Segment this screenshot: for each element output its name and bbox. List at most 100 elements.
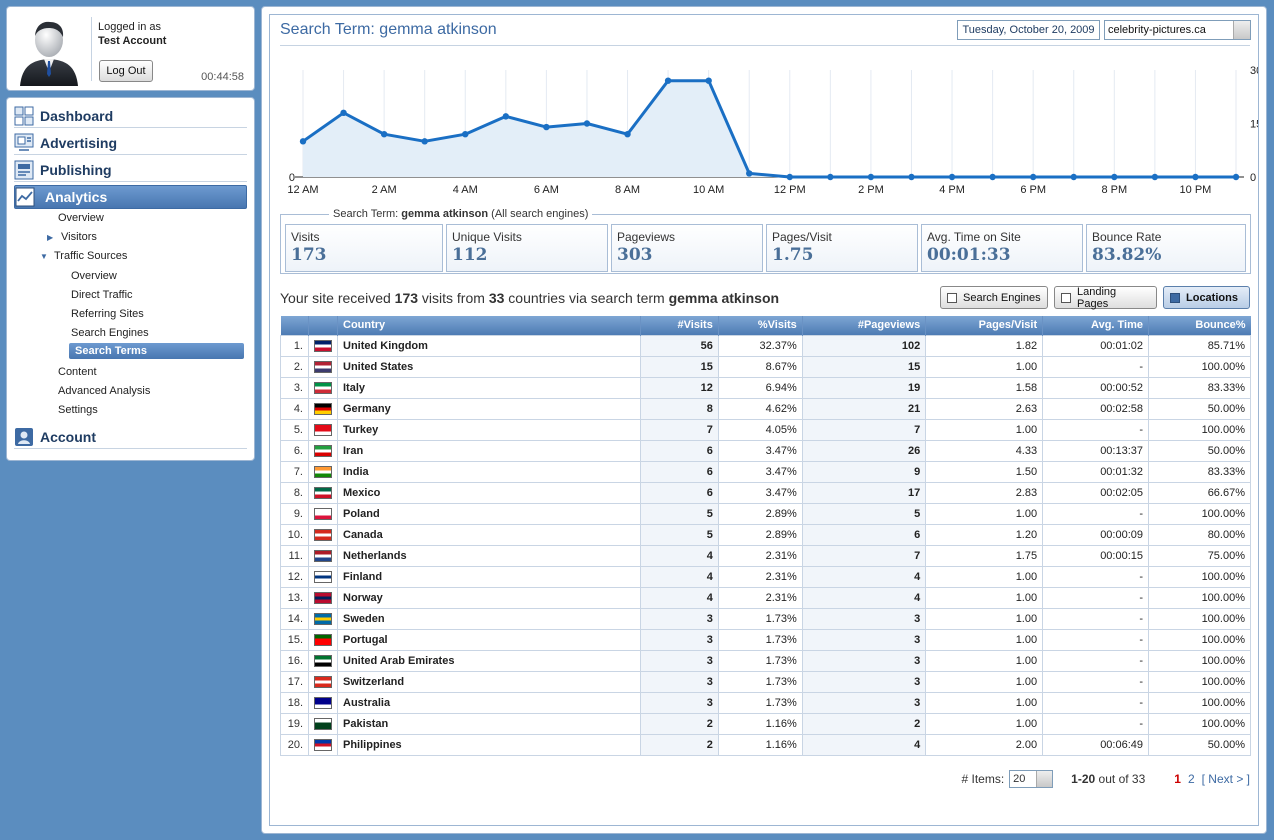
- table-row[interactable]: 3. Italy 12 6.94% 19 1.58 00:00:52 83.33%: [280, 376, 1251, 399]
- chart-point[interactable]: [908, 173, 915, 181]
- stat-label: Pageviews: [617, 230, 676, 244]
- items-per-page-select[interactable]: 20: [1009, 770, 1054, 788]
- table-row[interactable]: 5. Turkey 7 4.05% 7 1.00-100.00%: [280, 418, 1251, 441]
- chart-point[interactable]: [299, 138, 307, 145]
- country-flag-icon: [314, 444, 332, 457]
- chart-point[interactable]: [1232, 173, 1240, 181]
- chart-point[interactable]: [340, 109, 347, 116]
- nav-dashboard[interactable]: Dashboard: [14, 104, 247, 128]
- visits-chart: 12 AM 2 AM 4 AM 6 AM 8 AM 10 AM 12 PM 2 PM 4 PM 6…: [287, 65, 1258, 196]
- nav-advertising[interactable]: Advertising: [14, 131, 247, 155]
- table-row[interactable]: 13. Norway 4 2.31% 4 1.00-100.00%: [280, 586, 1251, 609]
- nav-visitors[interactable]: ▶ Visitors: [47, 229, 97, 245]
- nav-account[interactable]: Account: [14, 425, 247, 449]
- nav-search-engines[interactable]: Search Engines: [71, 327, 149, 339]
- x-tick-label: 6 AM: [534, 184, 559, 196]
- cell-bounce: 100.00%: [1148, 418, 1251, 441]
- cell-pages-per-visit: 1.00: [925, 691, 1044, 714]
- summary-legend-prefix: Search Term:: [333, 208, 399, 220]
- next-page-link[interactable]: [ Next > ]: [1201, 772, 1250, 786]
- col-pageviews[interactable]: #Pageviews: [802, 316, 927, 335]
- chart-point[interactable]: [827, 173, 834, 181]
- landing-pages-button[interactable]: Landing Pages: [1054, 286, 1157, 310]
- site-select[interactable]: celebrity-pictures.ca: [1104, 20, 1251, 40]
- nav-analytics-overview[interactable]: Overview: [58, 212, 104, 224]
- main-navigation: Dashboard Advertising Publishing Analyti…: [6, 97, 255, 461]
- table-row[interactable]: 18. Australia 3 1.73% 3 1.00-100.00%: [280, 691, 1251, 714]
- search-engines-button[interactable]: Search Engines: [940, 286, 1048, 309]
- table-row[interactable]: 7. India 6 3.47% 9 1.50 00:01:32 83.33%: [280, 460, 1251, 483]
- col-country[interactable]: Country: [337, 316, 641, 335]
- nav-referring-sites[interactable]: Referring Sites: [71, 308, 144, 320]
- table-row[interactable]: 15. Portugal 3 1.73% 3 1.00-100.00%: [280, 628, 1251, 651]
- table-row[interactable]: 19. Pakistan 2 1.16% 2 1.00-100.00%: [280, 712, 1251, 735]
- chart-point[interactable]: [1192, 173, 1199, 181]
- chart-point[interactable]: [421, 138, 428, 145]
- y-tick-label-left: 0: [289, 172, 295, 184]
- nav-direct-traffic[interactable]: Direct Traffic: [71, 289, 133, 301]
- col-visits[interactable]: #Visits: [640, 316, 719, 335]
- country-flag-icon: [314, 528, 332, 541]
- table-row[interactable]: 8. Mexico 6 3.47% 17 2.83 00:02:05 66.67%: [280, 481, 1251, 504]
- cell-bounce: 50.00%: [1148, 733, 1251, 756]
- chart-point[interactable]: [1070, 173, 1077, 181]
- table-row[interactable]: 17. Switzerland 3 1.73% 3 1.00-100.00%: [280, 670, 1251, 693]
- chart-point[interactable]: [1111, 173, 1118, 181]
- chart-point[interactable]: [624, 131, 631, 138]
- table-row[interactable]: 9. Poland 5 2.89% 5 1.00-100.00%: [280, 502, 1251, 525]
- table-row[interactable]: 1. United Kingdom 56 32.37% 102 1.82 00:01:02 8…: [280, 334, 1251, 357]
- chart-points: [299, 77, 1240, 181]
- chart-point[interactable]: [664, 77, 672, 84]
- page-2-link[interactable]: 2: [1187, 772, 1195, 786]
- checkbox-checked-icon: [1170, 292, 1180, 303]
- cell-visits: 8: [640, 397, 719, 420]
- nav-traffic-overview[interactable]: Overview: [71, 270, 117, 282]
- chart-point[interactable]: [462, 131, 469, 138]
- cell-pages-per-visit: 1.00: [925, 355, 1044, 378]
- table-row[interactable]: 4. Germany 8 4.62% 21 2.63 00:02:58 50.00%: [280, 397, 1251, 420]
- nav-advanced-analysis[interactable]: Advanced Analysis: [58, 385, 151, 397]
- dropdown-arrow-icon: [1036, 771, 1053, 787]
- chart-point[interactable]: [1029, 173, 1037, 181]
- chart-point[interactable]: [867, 173, 875, 181]
- table-row[interactable]: 6. Iran 6 3.47% 26 4.33 00:13:37 50.00%: [280, 439, 1251, 462]
- cell-country: Canada: [337, 523, 641, 546]
- table-row[interactable]: 20. Philippines 2 1.16% 4 2.00 00:06:49 50.00%: [280, 733, 1251, 756]
- cell-flag: [308, 418, 338, 441]
- chart-point[interactable]: [543, 123, 550, 131]
- chart-point[interactable]: [502, 113, 510, 120]
- nav-content[interactable]: Content: [58, 366, 97, 378]
- nav-settings[interactable]: Settings: [58, 404, 98, 416]
- col-pages-per-visit[interactable]: Pages/Visit: [925, 316, 1044, 335]
- locations-button[interactable]: Locations: [1163, 286, 1250, 309]
- chart-point[interactable]: [705, 77, 712, 84]
- chart-point[interactable]: [746, 170, 753, 177]
- stat-pageviews: Pageviews 303: [611, 224, 763, 272]
- nav-analytics[interactable]: Analytics: [14, 185, 247, 209]
- col-pct-visits[interactable]: %Visits: [718, 316, 803, 335]
- col-bounce[interactable]: Bounce%: [1148, 316, 1251, 335]
- date-picker[interactable]: Tuesday, October 20, 2009: [957, 20, 1100, 40]
- chart-point[interactable]: [583, 120, 591, 127]
- chart-point[interactable]: [786, 173, 793, 181]
- table-row[interactable]: 16. United Arab Emirates 3 1.73% 3 1.00-100.0…: [280, 649, 1251, 672]
- chart-point[interactable]: [1151, 173, 1159, 181]
- nav-search-terms[interactable]: Search Terms: [69, 343, 244, 359]
- table-row[interactable]: 14. Sweden 3 1.73% 3 1.00-100.00%: [280, 607, 1251, 630]
- nav-publishing[interactable]: Publishing: [14, 158, 247, 182]
- y-tick-label-right: 15: [1250, 119, 1258, 131]
- page-1-link[interactable]: 1: [1174, 772, 1181, 786]
- cell-avg-time: -: [1042, 502, 1150, 525]
- table-row[interactable]: 12. Finland 4 2.31% 4 1.00-100.00%: [280, 565, 1251, 588]
- table-row[interactable]: 2. United States 15 8.67% 15 1.00-100.00%: [280, 355, 1251, 378]
- table-header-row: Country #Visits %Visits #Pageviews Pages…: [280, 316, 1251, 335]
- logout-button[interactable]: Log Out: [99, 60, 153, 82]
- chart-point[interactable]: [948, 173, 956, 181]
- col-avg-time[interactable]: Avg. Time: [1042, 316, 1150, 335]
- chart-point[interactable]: [989, 173, 996, 181]
- chart-point[interactable]: [380, 131, 388, 138]
- nav-traffic-sources[interactable]: ▼ Traffic Sources: [40, 248, 127, 264]
- table-row[interactable]: 11. Netherlands 4 2.31% 7 1.75 00:00:15 75.00%: [280, 544, 1251, 567]
- table-row[interactable]: 10. Canada 5 2.89% 6 1.20 00:00:09 80.00%: [280, 523, 1251, 546]
- cell-flag: [308, 586, 338, 609]
